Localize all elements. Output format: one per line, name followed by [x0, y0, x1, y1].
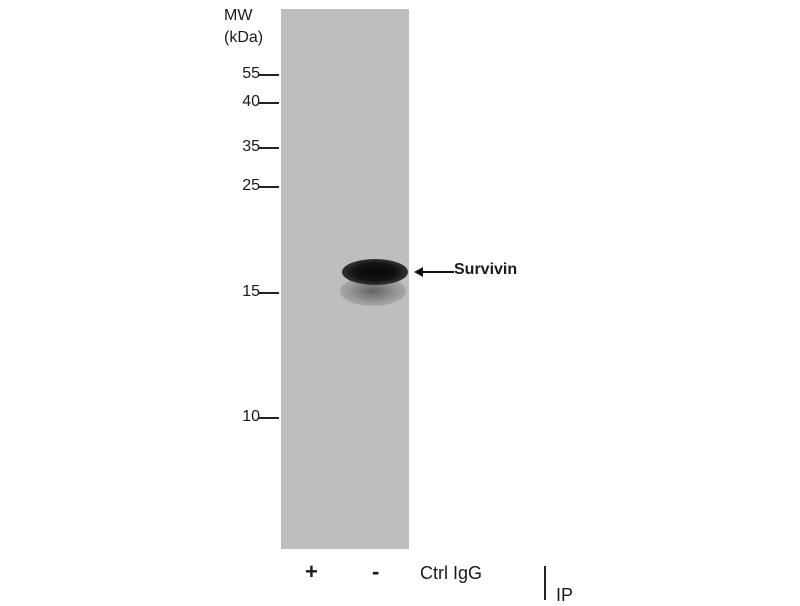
marker-label-25: 25 — [242, 177, 260, 194]
bracket-label: IP — [556, 585, 574, 605]
marker-tick — [259, 292, 279, 294]
marker-tick — [259, 102, 279, 104]
survivin-band — [342, 259, 408, 285]
marker-tick — [259, 74, 279, 76]
band-label: Survivin — [454, 261, 518, 278]
mw-header: MW — [224, 7, 253, 24]
marker-tick — [259, 417, 279, 419]
marker-label-55: 55 — [242, 65, 260, 82]
mw-unit: (kDa) — [224, 29, 264, 46]
bracket-line — [544, 566, 546, 600]
marker-tick — [259, 147, 279, 149]
lane-label-plus: + — [305, 559, 318, 584]
marker-label-15: 15 — [242, 283, 260, 300]
marker-tick — [259, 186, 279, 188]
lane-label-minus: - — [372, 559, 380, 584]
marker-label-35: 35 — [242, 138, 260, 155]
row-label: Ctrl IgG — [420, 563, 483, 583]
arrow-left-icon — [414, 267, 454, 277]
marker-label-10: 10 — [242, 408, 260, 425]
marker-label-40: 40 — [242, 93, 260, 110]
